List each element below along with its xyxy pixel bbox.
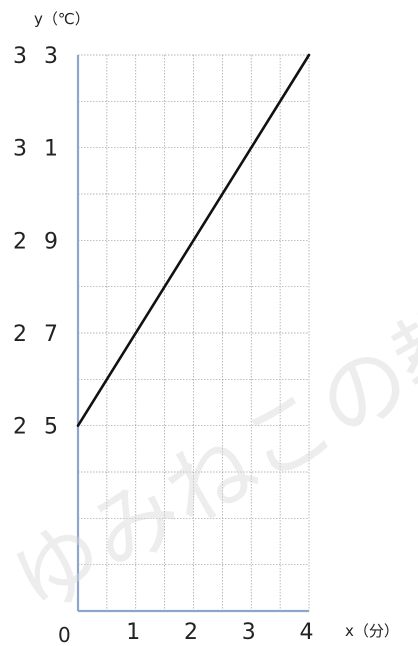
x-tick-label: 4 bbox=[300, 620, 319, 645]
y-tick-label: 2 9 bbox=[13, 229, 63, 254]
x-tick-label: 3 bbox=[242, 620, 261, 645]
grid bbox=[78, 54, 310, 611]
y-tick-label: 3 1 bbox=[13, 137, 63, 162]
data-line bbox=[76, 53, 311, 427]
x-tick-label: 1 bbox=[126, 620, 145, 645]
origin-label: 0 bbox=[58, 623, 71, 646]
y-tick-label: 2 5 bbox=[13, 415, 63, 440]
labels: 3 3 3 1 2 9 2 7 2 5 1 2 3 4 0 y（℃） x（分） bbox=[13, 10, 399, 646]
x-tick-label: 2 bbox=[184, 620, 203, 645]
y-axis-label: y（℃） bbox=[34, 10, 90, 28]
axes bbox=[76, 55, 309, 613]
x-axis-label: x（分） bbox=[345, 622, 399, 640]
series bbox=[76, 53, 311, 427]
y-tick-label: 2 7 bbox=[13, 322, 63, 347]
y-tick-label: 3 3 bbox=[13, 44, 63, 69]
